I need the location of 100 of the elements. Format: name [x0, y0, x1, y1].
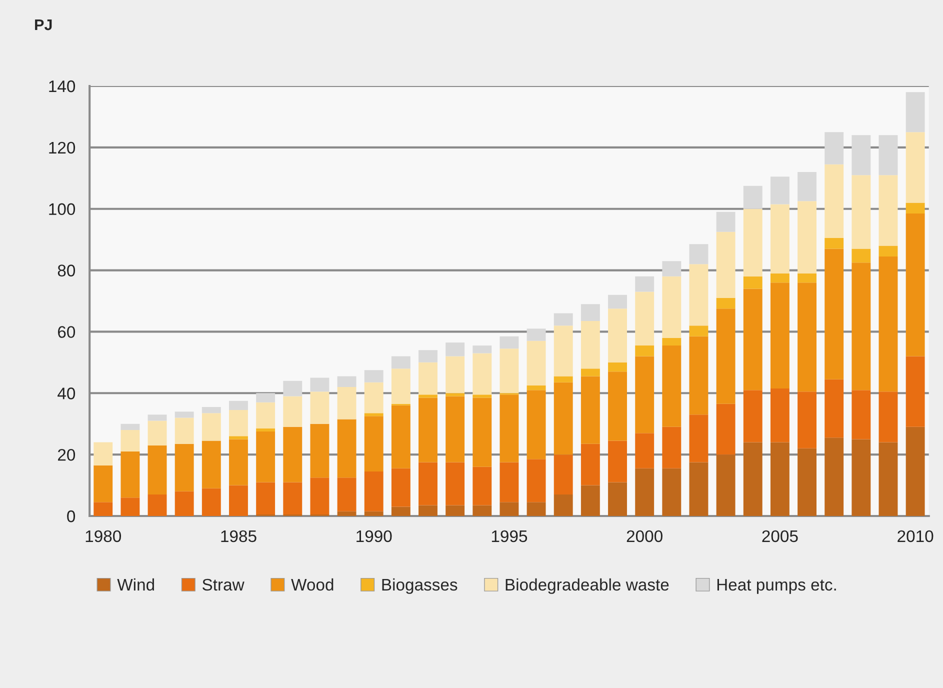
x-tick-label: 2000 [626, 530, 662, 542]
bar [662, 338, 682, 346]
bar [446, 356, 465, 394]
bar [364, 370, 384, 382]
bar [608, 308, 627, 362]
bar [500, 348, 519, 394]
bar [446, 342, 465, 356]
bar [526, 390, 546, 460]
bar [716, 308, 736, 404]
bar [906, 213, 925, 356]
bar [662, 468, 682, 516]
bar [174, 444, 194, 492]
bar [635, 356, 654, 434]
y-tick-label: 20 [58, 448, 76, 461]
y-tick-label: 100 [49, 203, 76, 216]
bar [635, 433, 654, 468]
bar [256, 428, 276, 432]
bar [770, 176, 790, 204]
bar [852, 262, 871, 390]
bar [608, 440, 627, 482]
bar [310, 392, 330, 424]
bar [364, 382, 384, 414]
bar [770, 273, 790, 283]
x-tick-label: 1980 [86, 530, 122, 542]
bar [824, 379, 844, 438]
bar [472, 505, 492, 516]
legend-label: Wood [291, 578, 334, 591]
bar [526, 328, 546, 341]
legend-label: Wind [117, 578, 154, 591]
bar [283, 482, 302, 514]
bar [472, 466, 492, 506]
bar [580, 320, 600, 369]
bar [554, 326, 573, 376]
bar [743, 186, 762, 209]
bar [526, 340, 546, 386]
bar [391, 368, 410, 404]
bar [852, 439, 871, 516]
bar [743, 442, 762, 516]
bar [635, 468, 654, 516]
bar [635, 276, 654, 292]
bar [229, 410, 248, 436]
bar [580, 368, 600, 376]
y-tick-label: 120 [49, 142, 76, 154]
bar [418, 505, 438, 516]
bar [798, 392, 816, 448]
bar [554, 494, 573, 516]
x-tick-label: 1990 [356, 530, 392, 542]
bar [906, 92, 925, 132]
bar [554, 313, 573, 326]
bar [500, 502, 519, 516]
bar [148, 494, 167, 516]
bar [662, 276, 682, 338]
bar [120, 424, 140, 430]
bar [798, 448, 816, 516]
bar [202, 406, 221, 414]
bar [878, 392, 898, 442]
bar [283, 426, 302, 482]
bar [554, 382, 573, 455]
bar [391, 506, 410, 516]
bar [94, 465, 113, 502]
bar [824, 248, 844, 380]
legend-label: Heat pumps etc. [717, 579, 836, 594]
bar [906, 202, 925, 214]
bar [608, 372, 627, 441]
bar [770, 442, 790, 516]
bar [878, 246, 898, 256]
y-tick-label: 0 [67, 510, 76, 522]
legend-label: Straw [202, 578, 244, 591]
bar [364, 416, 384, 472]
bar [337, 376, 356, 387]
bar [364, 471, 384, 512]
bar [337, 478, 356, 512]
bar [689, 264, 708, 326]
bar [472, 398, 492, 467]
bar [716, 232, 736, 298]
bar [418, 398, 438, 462]
bar [798, 201, 816, 274]
bar [689, 414, 708, 462]
bar [798, 172, 816, 202]
bar [229, 400, 248, 410]
bar [256, 402, 276, 428]
bar [770, 204, 790, 274]
bar [148, 420, 167, 446]
bar [337, 419, 356, 478]
bar [770, 388, 790, 442]
bar [689, 336, 708, 415]
bar [310, 424, 330, 478]
bar [364, 413, 384, 416]
bar [446, 462, 465, 506]
bar [174, 418, 194, 444]
bar [716, 298, 736, 309]
bar [743, 288, 762, 390]
y-tick-label: 40 [58, 388, 76, 400]
bar [635, 292, 654, 346]
bar [906, 426, 925, 516]
bar [94, 502, 113, 516]
bar [148, 414, 167, 421]
bar [662, 426, 682, 468]
legend-label: Biogasses [382, 578, 458, 594]
bar [391, 405, 410, 468]
